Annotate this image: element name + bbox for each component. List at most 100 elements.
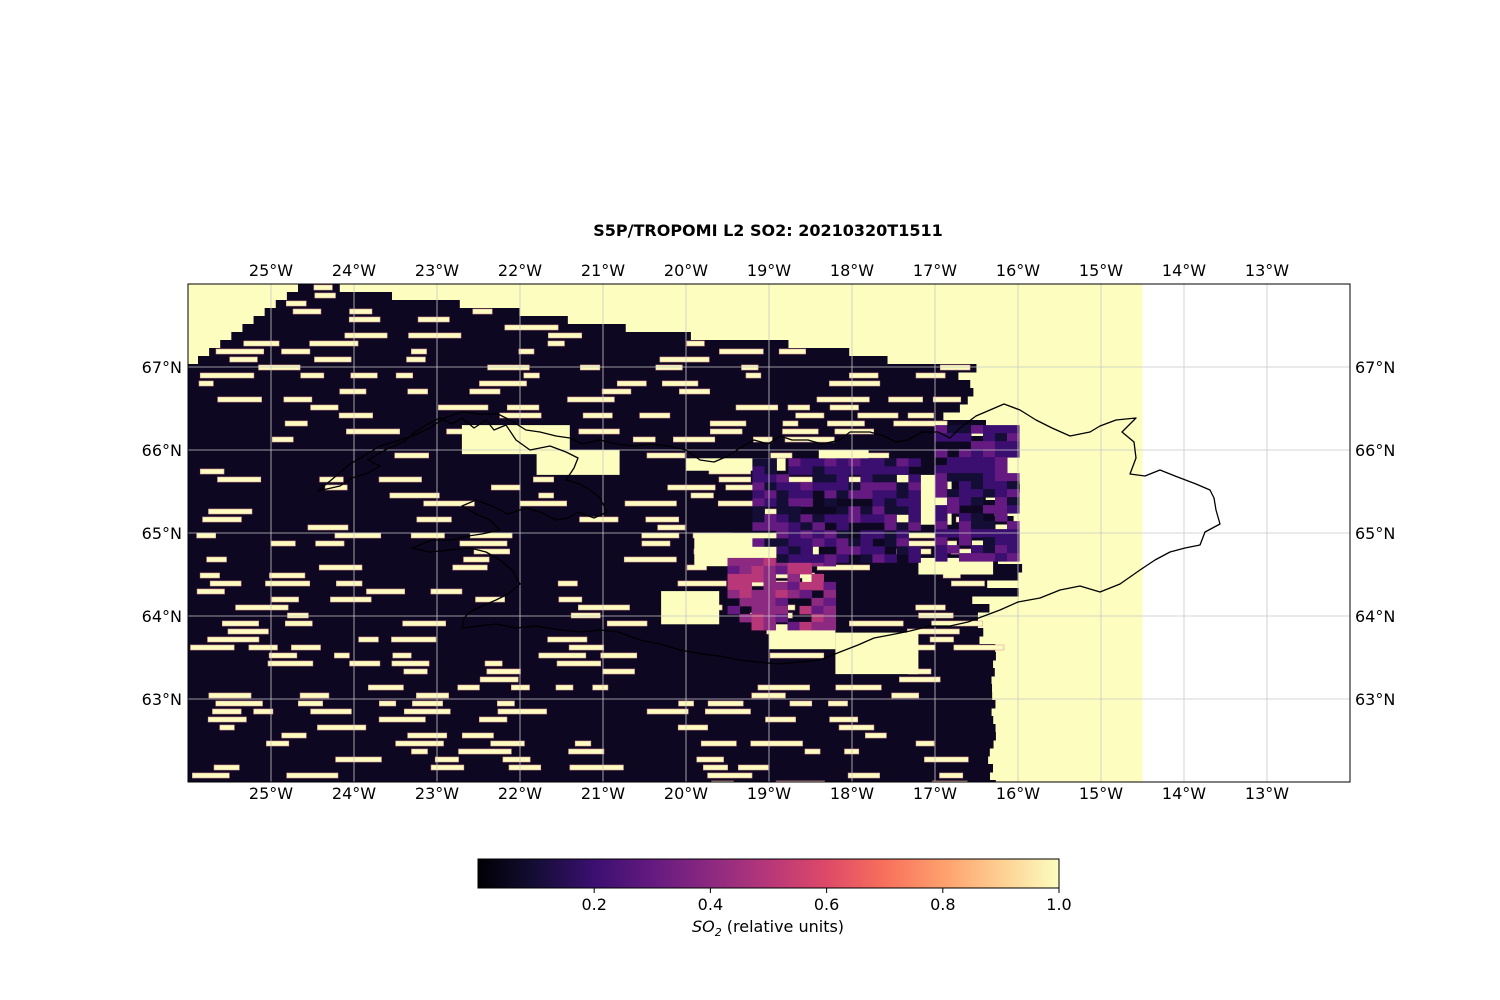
fill-pixel [506, 404, 540, 411]
data-row [188, 700, 996, 709]
data-row [188, 500, 996, 509]
so2-pixel [935, 481, 948, 490]
so2-pixel [776, 554, 789, 563]
fill-pixel [709, 428, 743, 435]
lat-label-right: 65°N [1355, 524, 1395, 543]
so2-pixel [860, 458, 873, 467]
fill-pixel [497, 708, 547, 715]
so2-pixel [788, 490, 801, 499]
fill-pixel [452, 564, 488, 571]
so2-pixel [959, 465, 972, 474]
fill-pixel [217, 476, 262, 483]
fill-pixel [555, 684, 574, 691]
fill-blob [835, 632, 919, 675]
fill-pixel [285, 300, 307, 307]
fill-pixel [579, 516, 619, 523]
data-row [188, 476, 1010, 485]
fill-pixel [206, 556, 227, 563]
fill-pixel [473, 548, 511, 555]
fill-pixel [518, 348, 535, 355]
so2-pixel [811, 597, 824, 607]
fill-pixel [458, 748, 512, 755]
fill-pixel [190, 644, 235, 651]
fill-pixel [757, 684, 810, 691]
lat-label-left: 64°N [142, 607, 182, 626]
fill-pixel [403, 668, 428, 675]
fill-pixel [707, 700, 744, 707]
so2-pixel [1007, 473, 1020, 482]
so2-pixel [763, 605, 776, 615]
fill-pixel [198, 380, 214, 387]
so2-pixel [787, 589, 800, 599]
so2-pixel [995, 457, 1008, 466]
lon-label-bottom: 25°W [249, 784, 293, 803]
so2-pixel [896, 538, 909, 547]
so2-pixel [752, 498, 765, 507]
fill-pixel [661, 380, 699, 387]
so2-pixel [836, 490, 849, 499]
so2-pixel [799, 565, 812, 575]
map-frame [187, 283, 1351, 783]
fill-pixel [704, 708, 751, 715]
so2-pixel [764, 514, 777, 523]
so2-pixel [860, 514, 873, 523]
so2-pixel [751, 557, 764, 567]
fill-pixel [350, 372, 378, 379]
fill-pixel [391, 636, 437, 643]
so2-pixel [776, 514, 789, 523]
lat-label-left: 67°N [142, 358, 182, 377]
data-row [188, 524, 995, 533]
fill-pixel [578, 428, 620, 435]
so2-pixel [764, 522, 777, 531]
so2-pixel [872, 530, 885, 539]
fill-pixel [395, 740, 444, 747]
so2-pixel [959, 497, 972, 506]
so2-pixel [776, 530, 789, 539]
data-row [188, 548, 999, 557]
so2-pixel [800, 522, 813, 531]
so2-pixel [1007, 449, 1020, 458]
fill-pixel [269, 572, 306, 579]
fill-pixel [646, 452, 686, 459]
so2-pixel [751, 621, 764, 631]
fill-pixel [816, 564, 870, 571]
fill-pixel [504, 324, 559, 331]
chart-title: S5P/TROPOMI L2 SO2: 20210320T1511 [593, 221, 942, 240]
fill-pixel [523, 372, 540, 379]
fill-pixel [778, 348, 806, 355]
so2-pixel [995, 489, 1008, 498]
so2-pixel [896, 522, 909, 531]
so2-pixel [983, 473, 996, 482]
fill-pixel [745, 372, 762, 379]
fill-pixel [358, 636, 379, 643]
so2-pixel [775, 605, 788, 615]
fill-pixel [655, 364, 683, 371]
so2-pixel [947, 425, 960, 434]
so2-pixel [764, 482, 777, 491]
fill-pixel [338, 412, 373, 419]
fill-pixel [703, 764, 728, 771]
fill-pixel [765, 716, 796, 723]
fill-pixel [567, 396, 615, 403]
so2-pixel [983, 505, 996, 514]
fill-pixel [673, 436, 716, 443]
so2-pixel [800, 554, 813, 563]
so2-pixel [823, 589, 836, 599]
fill-pixel [406, 356, 426, 363]
fill-pixel [300, 372, 325, 379]
so2-pixel [971, 481, 984, 490]
so2-pixel [947, 497, 960, 506]
so2-pixel [995, 505, 1008, 514]
fill-pixel [463, 556, 490, 563]
fill-pixel [403, 708, 451, 715]
lon-label-top: 19°W [747, 261, 791, 280]
so2-pixel [811, 613, 824, 623]
so2-pixel [788, 514, 801, 523]
fill-pixel [686, 340, 705, 347]
so2-pixel [727, 557, 740, 567]
so2-pixel [860, 474, 873, 483]
fill-pixel [412, 700, 443, 707]
fill-pixel [770, 452, 793, 459]
fill-pixel [789, 700, 813, 707]
fill-pixel [368, 684, 404, 691]
